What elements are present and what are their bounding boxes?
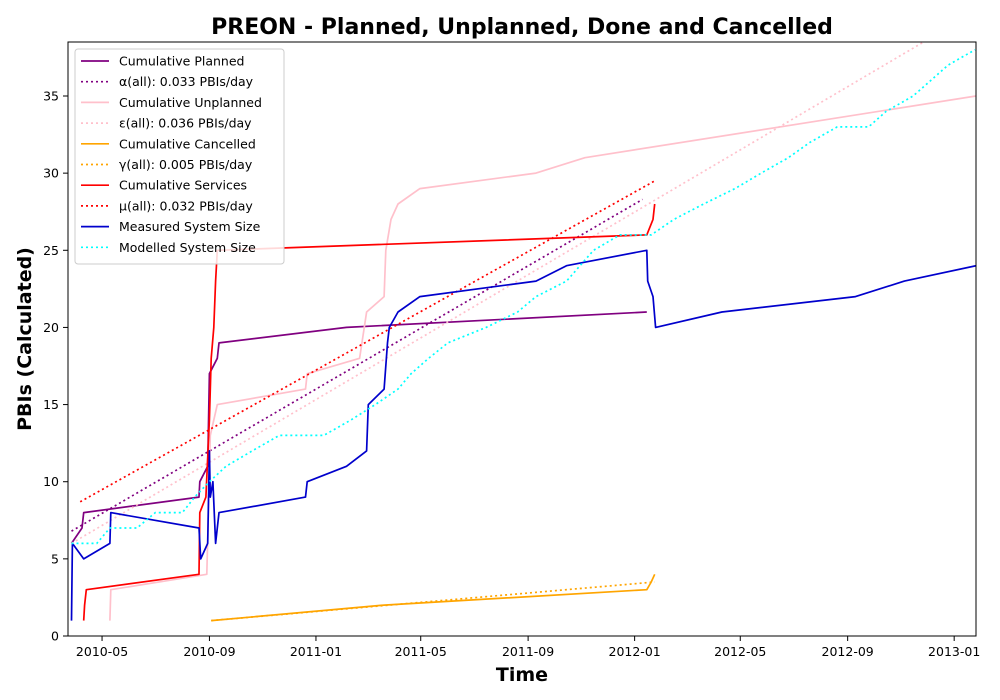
y-tick-label: 30 [43,166,59,181]
y-tick-label: 35 [43,89,59,104]
legend-label-9: Modelled System Size [119,240,256,255]
x-tick-label: 2012-09 [822,644,874,659]
series-line-1 [71,198,643,532]
legend-label-5: γ(all): 0.005 PBIs/day [119,157,253,172]
legend-label-1: α(all): 0.033 PBIs/day [119,74,254,89]
plot-series [70,42,976,622]
y-axis-label: PBIs (Calculated) [14,247,36,431]
plot-area-frame [67,41,977,637]
x-tick-label: 2010-09 [183,644,235,659]
series-line-0 [70,311,647,544]
x-tick-label: 2012-05 [714,644,766,659]
legend-label-4: Cumulative Cancelled [119,136,256,151]
legend-label-3: ε(all): 0.036 PBIs/day [119,116,252,131]
y-tick-label: 25 [43,243,59,258]
series-line-5 [211,581,655,622]
x-tick-label: 2011-09 [502,644,554,659]
y-axis: 0 5 10 15 20 25 30 35 [43,89,68,644]
legend-box [74,48,285,265]
y-tick-label: 15 [43,397,59,412]
y-tick-label: 0 [51,629,59,644]
x-tick-label: 2011-01 [290,644,342,659]
legend-label-0: Cumulative Planned [119,54,244,69]
series-line-4 [211,573,656,622]
chart-title: PREON - Planned, Unplanned, Done and Can… [211,15,833,40]
legend-label-8: Measured System Size [119,219,261,234]
legend: Cumulative Planned α(all): 0.033 PBIs/day… [74,48,285,265]
y-tick-label: 5 [51,551,59,566]
x-tick-label: 2012-01 [609,644,661,659]
y-tick-label: 20 [43,320,59,335]
series-line-8 [70,249,976,621]
series-line-9 [71,48,976,545]
legend-label-7: μ(all): 0.032 PBIs/day [119,198,253,213]
legend-label-2: Cumulative Unplanned [119,95,262,110]
series-line-6 [82,203,656,621]
x-tick-label: 2013-01 [928,644,980,659]
x-axis-label: Time [496,664,548,686]
x-axis: 2010-05 2010-09 2011-01 2011-05 2011-09 2012-… [76,636,980,659]
y-tick-label: 10 [43,474,59,489]
x-tick-label: 2010-05 [76,644,128,659]
legend-label-6: Cumulative Services [119,178,247,193]
x-tick-label: 2011-05 [395,644,447,659]
